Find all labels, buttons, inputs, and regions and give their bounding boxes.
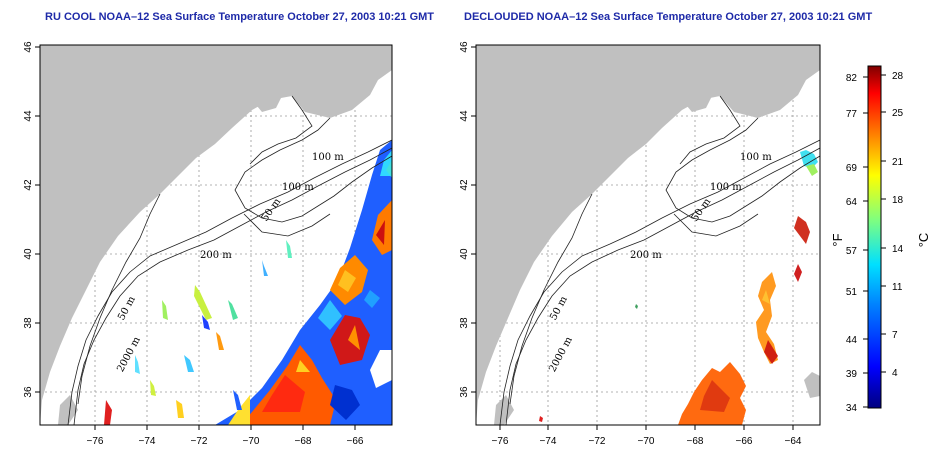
contour-label-100m-lower: 100 m xyxy=(282,182,314,193)
contour-label-100m-upper: 100 m xyxy=(312,152,344,163)
left-lon-tick: −74 xyxy=(139,436,156,447)
left-map-title: RU COOL NOAA–12 Sea Surface Temperature … xyxy=(45,11,435,23)
right-lat-tick: 46 xyxy=(459,41,470,53)
right-lon-tick: −76 xyxy=(492,436,509,447)
right-sst-field xyxy=(539,150,818,425)
left-lat-tick: 36 xyxy=(23,386,34,398)
fahrenheit-unit-label: °F xyxy=(830,233,845,246)
left-lat-labels: 36 38 40 42 44 46 xyxy=(23,41,34,398)
celsius-tick: 14 xyxy=(892,244,904,255)
contour-label-200m: 200 m xyxy=(200,250,232,261)
right-map-title: DECLOUDED NOAA–12 Sea Surface Temperatur… xyxy=(464,11,873,23)
celsius-tick: 25 xyxy=(892,108,904,119)
right-lon-tick: −64 xyxy=(785,436,802,447)
colorbar-ticks xyxy=(863,74,886,408)
right-lon-tick: −72 xyxy=(589,436,606,447)
right-lon-tick: −70 xyxy=(638,436,655,447)
left-lat-tick: 44 xyxy=(23,110,34,122)
right-land xyxy=(476,45,820,425)
right-lat-tick: 38 xyxy=(459,317,470,329)
contour-label-100m-upper: 100 m xyxy=(740,152,772,163)
left-lat-tick: 38 xyxy=(23,317,34,329)
colorbar-celsius-ticks: 28 25 21 18 14 11 7 4 xyxy=(892,71,904,379)
right-lon-tick: −66 xyxy=(736,436,753,447)
left-sst-field xyxy=(104,140,392,425)
right-lat-tick: 40 xyxy=(459,248,470,260)
celsius-tick: 7 xyxy=(892,330,898,341)
right-lon-tick: −68 xyxy=(687,436,704,447)
colorbar-fahrenheit-ticks: 82 77 69 64 57 51 44 39 34 xyxy=(846,73,858,414)
right-lon-tick: −74 xyxy=(540,436,557,447)
left-bathymetry-contours xyxy=(67,95,392,425)
right-lat-labels: 36 38 40 42 44 46 xyxy=(459,41,470,398)
left-frame xyxy=(39,44,393,426)
fahrenheit-tick: 57 xyxy=(846,246,858,257)
right-lat-tick: 42 xyxy=(459,179,470,191)
left-map-panel: 100 m 100 m 50 m 200 m 50 m 2000 m −76 −… xyxy=(23,41,393,447)
temperature-colorbar: 82 77 69 64 57 51 44 39 34 28 25 21 18 1… xyxy=(830,65,931,414)
colorbar-gradient xyxy=(867,65,882,409)
right-lon-labels: −76 −74 −72 −70 −68 −66 −64 xyxy=(492,436,802,447)
right-frame xyxy=(475,44,821,426)
celsius-tick: 4 xyxy=(892,368,898,379)
fahrenheit-tick: 64 xyxy=(846,197,858,208)
left-land xyxy=(40,45,392,425)
left-lat-tick: 46 xyxy=(23,41,34,53)
left-lat-tick: 40 xyxy=(23,248,34,260)
right-lat-tick: 36 xyxy=(459,386,470,398)
celsius-tick: 28 xyxy=(892,71,904,82)
left-lon-labels: −76 −74 −72 −70 −68 −66 xyxy=(87,436,364,447)
fahrenheit-tick: 39 xyxy=(846,369,858,380)
left-lon-tick: −66 xyxy=(347,436,364,447)
left-lon-tick: −68 xyxy=(295,436,312,447)
left-lon-tick: −72 xyxy=(191,436,208,447)
right-lat-tick: 44 xyxy=(459,110,470,122)
left-lon-tick: −70 xyxy=(243,436,260,447)
contour-label-100m-lower: 100 m xyxy=(710,182,742,193)
fahrenheit-tick: 77 xyxy=(846,109,858,120)
contour-label-200m: 200 m xyxy=(630,250,662,261)
left-axis-ticks xyxy=(35,46,356,430)
celsius-tick: 18 xyxy=(892,195,904,206)
fahrenheit-tick: 51 xyxy=(846,287,858,298)
fahrenheit-tick: 34 xyxy=(846,403,858,414)
right-map-panel: 100 m 100 m 50 m 200 m 50 m 2000 m −76 −… xyxy=(459,41,821,447)
fahrenheit-tick: 69 xyxy=(846,163,858,174)
fahrenheit-tick: 82 xyxy=(846,73,858,84)
left-lon-tick: −76 xyxy=(87,436,104,447)
celsius-tick: 11 xyxy=(892,282,903,293)
left-lat-tick: 42 xyxy=(23,179,34,191)
right-axis-ticks xyxy=(471,46,794,430)
right-bathymetry-contours xyxy=(499,95,820,425)
fahrenheit-tick: 44 xyxy=(846,335,858,346)
celsius-unit-label: °C xyxy=(916,233,931,248)
celsius-tick: 21 xyxy=(892,157,904,168)
